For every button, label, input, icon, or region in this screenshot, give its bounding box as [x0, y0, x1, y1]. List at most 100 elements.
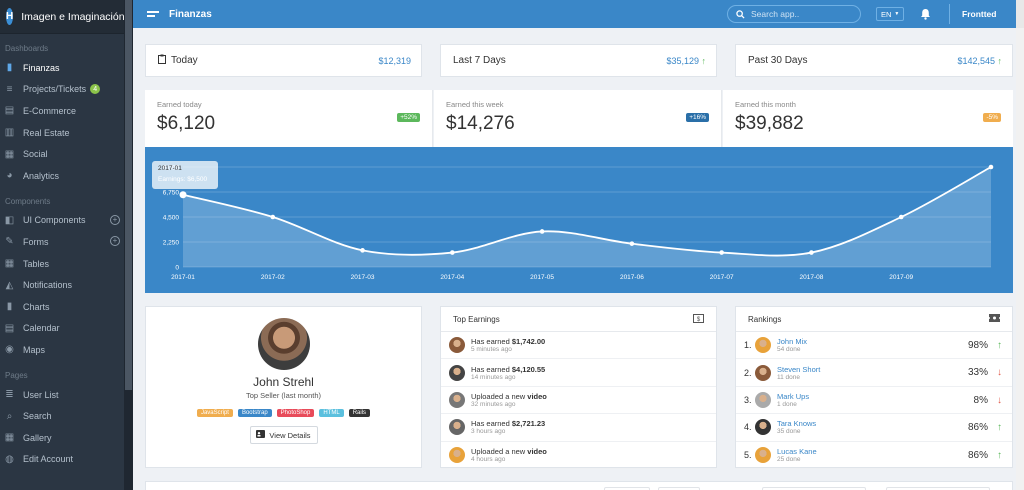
list-item[interactable]: Has earned $1,742.00 5 minutes ago [441, 332, 716, 360]
data-point[interactable] [450, 250, 455, 255]
ranking-name-link[interactable]: Steven Short [777, 364, 821, 374]
search-box[interactable] [727, 5, 861, 23]
avatar [449, 446, 465, 463]
bell-icon: ◭ [5, 279, 14, 291]
user-menu[interactable]: Frontted [962, 9, 997, 19]
avatar [449, 364, 465, 381]
data-point[interactable] [988, 164, 994, 170]
sidebar-item-ui-components[interactable]: ◧ UI Components + [0, 210, 124, 232]
notifications-bell-icon[interactable] [920, 7, 931, 25]
sidebar-item-calendar[interactable]: ▤ Calendar [0, 318, 124, 340]
ranking-percent: 86% [967, 422, 988, 434]
skill-tag: Bootstrap [237, 409, 272, 417]
sidebar-item-notifications[interactable]: ◭ Notifications [0, 274, 124, 296]
sidebar-item-label: UI Components [23, 215, 86, 226]
sidebar-item-label: Analytics [23, 170, 60, 181]
data-point[interactable] [539, 229, 545, 234]
avatar [755, 337, 771, 354]
ranking-name-link[interactable]: Lucas Kane [777, 446, 817, 456]
y-tick-label: 2,250 [163, 240, 180, 247]
search-input[interactable] [751, 9, 851, 19]
ranking-name-link[interactable]: Mark Ups [777, 391, 810, 401]
id-card-icon [256, 430, 266, 440]
data-point[interactable] [179, 191, 187, 199]
clipboard-icon [158, 54, 166, 67]
activity-amount: video [527, 446, 547, 456]
date-input[interactable] [886, 487, 990, 490]
sidebar-item-label: Real Estate [23, 127, 70, 138]
earned-value: $14,276 [446, 113, 515, 134]
sidebar-item-charts[interactable]: ▮ Charts [0, 296, 124, 318]
expand-plus-icon[interactable]: + [110, 236, 120, 247]
arrow-down-icon: ↓ [997, 394, 1002, 406]
menu-toggle-icon[interactable] [147, 9, 159, 19]
topbar-scroll-stub [1016, 0, 1024, 28]
top-seller-card: John Strehl Top Seller (last month) Java… [145, 306, 422, 468]
data-point[interactable] [809, 250, 814, 255]
date-input[interactable] [762, 487, 866, 490]
expand-plus-icon[interactable]: + [110, 214, 120, 225]
page-scrollbar[interactable] [1016, 28, 1024, 490]
earned-value: $39,882 [735, 113, 804, 134]
earnings-chart-svg: 02,2504,5006,7509,0002017-012017-022017-… [163, 164, 994, 281]
sidebar-item-projects-tickets[interactable]: ≡ Projects/Tickets 4 [0, 79, 124, 101]
activity-time: 4 hours ago [471, 455, 506, 463]
activity-time: 14 minutes ago [471, 373, 516, 381]
change-badge: -5% [983, 113, 1001, 122]
sidebar-item-analytics[interactable]: ◕ Analytics [0, 165, 124, 187]
sidebar-item-maps[interactable]: ◉ Maps [0, 339, 124, 361]
data-point[interactable] [898, 214, 904, 220]
language-select[interactable]: EN ▼ [876, 7, 905, 21]
sidebar-section-title: Components [5, 196, 51, 206]
data-point[interactable] [629, 241, 635, 246]
earnings-chart: 02,2504,5006,7509,0002017-012017-022017-… [145, 147, 1013, 293]
filter-button[interactable] [604, 487, 650, 490]
sidebar-item-forms[interactable]: ✎ Forms + [0, 231, 124, 253]
brand[interactable]: H Imagen e Imaginación [0, 0, 124, 34]
data-point[interactable] [360, 248, 365, 253]
data-point[interactable] [719, 250, 724, 255]
sidebar-item-label: Maps [23, 344, 46, 355]
y-tick-label: 0 [175, 265, 179, 272]
ranking-percent: 33% [967, 367, 988, 379]
sidebar-item-e-commerce[interactable]: ▤ E-Commerce [0, 100, 124, 122]
sidebar-item-search[interactable]: ⌕ Search [0, 405, 124, 427]
sidebar-item-social[interactable]: ▦ Social [0, 143, 124, 165]
list-item[interactable]: Has earned $4,120.55 14 minutes ago [441, 359, 716, 387]
earnings-feed: Has earned $1,742.00 5 minutes ago Has e… [441, 332, 716, 469]
filter-button[interactable] [658, 487, 700, 490]
ranking-name-link[interactable]: Tara Knows [777, 419, 817, 429]
x-tick-label: 2017-04 [440, 274, 464, 281]
ranking-percent: 86% [967, 449, 988, 461]
dollar-bill-icon: $ [693, 313, 704, 325]
list-item[interactable]: Uploaded a new video 32 minutes ago [441, 387, 716, 415]
skill-tag: Rails [348, 409, 371, 417]
sidebar-item-edit-account[interactable]: ◍ Edit Account [0, 449, 124, 471]
ranking-name-link[interactable]: John Mix [777, 337, 808, 347]
x-tick-label: 2017-01 [171, 274, 195, 281]
sidebar-item-gallery[interactable]: ▦ Gallery [0, 427, 124, 449]
sidebar-item-real-estate[interactable]: ▥ Real Estate [0, 122, 124, 144]
skill-tag: JavaScript [196, 409, 233, 417]
list-icon: ≣ [5, 389, 14, 401]
pie-chart-icon: ◕ [6, 170, 13, 182]
seller-name: John Strehl [253, 375, 314, 389]
sidebar-scrollbar[interactable] [124, 0, 133, 490]
seller-role: Top Seller (last month) [245, 391, 322, 400]
top-earnings-title: Top Earnings [453, 314, 500, 324]
period-value: $12,319 [378, 55, 411, 66]
building-icon: ▥ [4, 127, 15, 139]
earned-label: Earned today [157, 100, 202, 109]
data-point[interactable] [270, 214, 276, 220]
list-item[interactable]: Has earned $2,721.23 3 hours ago [441, 414, 716, 442]
sidebar-item-finanzas[interactable]: ▮ Finanzas [0, 57, 124, 79]
sidebar-item-user-list[interactable]: ≣ User List [0, 384, 124, 406]
ranking-row: 3. Mark Ups 1 done 8% ↓ [736, 387, 1012, 415]
earned-week-card: Earned this week $14,276 +16% [434, 90, 722, 148]
list-item[interactable]: Uploaded a new video 4 hours ago [441, 442, 716, 469]
sidebar-item-label: Gallery [23, 432, 52, 443]
view-details-button[interactable]: View Details [249, 426, 318, 444]
activity-amount: $1,742.00 [511, 337, 546, 347]
sidebar-scroll-thumb[interactable] [125, 0, 132, 390]
sidebar-item-tables[interactable]: ▦ Tables [0, 253, 124, 275]
